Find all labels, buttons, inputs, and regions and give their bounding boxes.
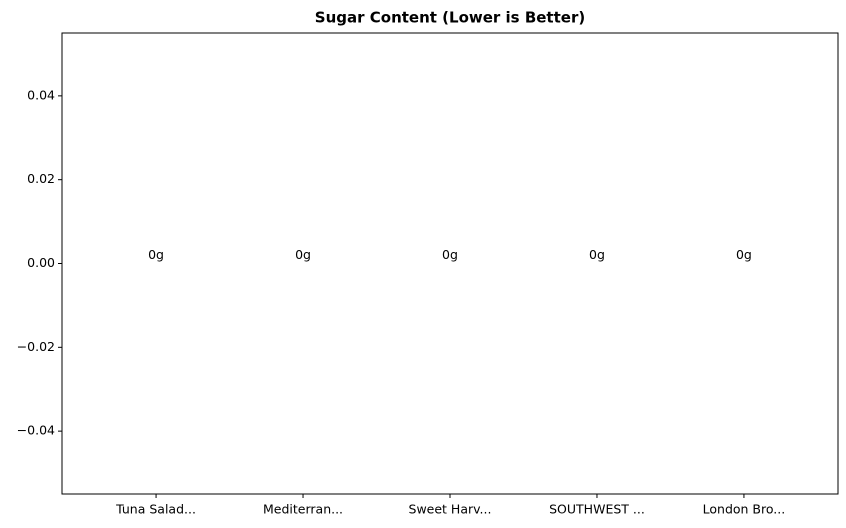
chart-title: Sugar Content (Lower is Better)	[315, 9, 585, 27]
x-tick-label: Mediterran...	[263, 502, 343, 517]
x-tick-label: London Bro...	[703, 502, 786, 517]
value-label: 0g	[589, 247, 605, 262]
value-label: 0g	[295, 247, 311, 262]
y-tick-label: 0.02	[27, 171, 55, 186]
y-tick-label: 0.04	[27, 87, 55, 102]
x-tick-label: Tuna Salad...	[115, 502, 196, 517]
x-tick-label: SOUTHWEST ...	[549, 502, 645, 517]
value-label: 0g	[736, 247, 752, 262]
x-tick-label: Sweet Harv...	[409, 502, 492, 517]
plot-frame	[61, 32, 839, 495]
y-tick-label: −0.02	[17, 339, 55, 354]
value-label: 0g	[148, 247, 164, 262]
y-tick-label: 0.00	[27, 255, 55, 270]
value-label: 0g	[442, 247, 458, 262]
y-tick-label: −0.04	[17, 423, 55, 438]
